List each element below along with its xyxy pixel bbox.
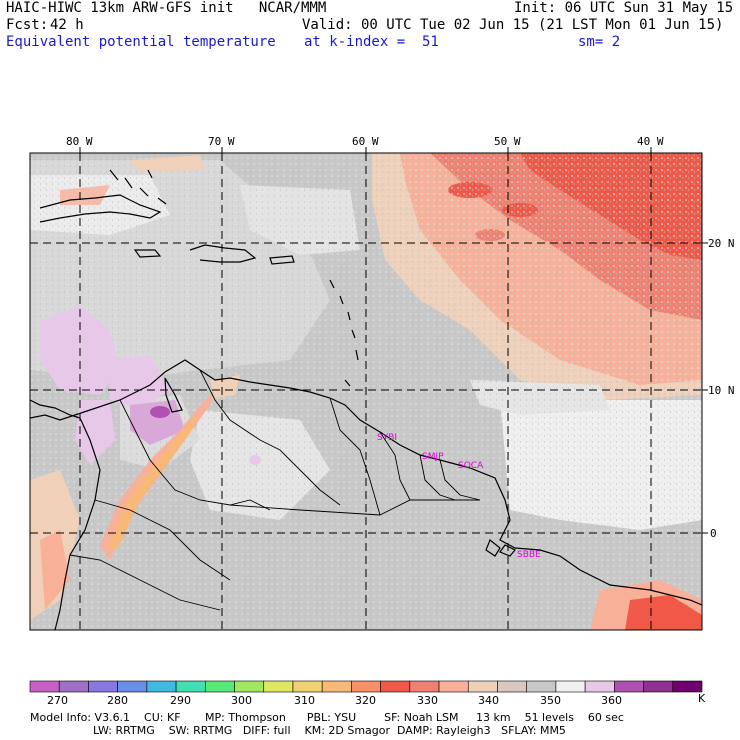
colorbar-swatch [380,680,411,693]
lon-label-60w: 60 W [352,135,379,148]
axis-ticks [79,147,708,534]
colorbar-tick: 280 [107,694,128,707]
lat-label-eq: 0 [710,527,717,540]
colorbar-tick: 330 [417,694,438,707]
colorbar-swatch [88,680,118,693]
lat-label-10n: 10 N [708,384,735,397]
graticule [30,153,702,630]
colorbar [29,680,703,693]
colorbar-swatch [175,680,206,693]
forecast-hour: 42 h [50,17,84,33]
model-info-line2: LW: RRTMG SW: RRTMG DIFF: full KM: 2D Sm… [30,724,566,737]
colorbar-unit: K [698,692,706,705]
lon-label-70w: 70 W [208,135,235,148]
colorbar-swatch [497,680,528,693]
colorbar-tick: 290 [170,694,191,707]
colorbar-swatch [29,680,60,693]
model-info-line1: Model Info: V3.6.1 CU: KF MP: Thompson P… [30,711,624,724]
colorbar-swatch [584,680,615,693]
colorbar-swatch [205,680,235,693]
colorbar-tick: 360 [601,694,622,707]
field-name: Equivalent potential temperature [6,34,276,50]
colorbar-swatch [409,680,440,693]
station-soca: SOCA [458,461,484,471]
colorbar-swatch [263,680,294,693]
station-sybi: SYBI [377,433,397,443]
lon-label-40w: 40 W [637,135,664,148]
colorbar-swatch [234,680,265,693]
init-time: Init: 06 UTC Sun 31 May 15 [514,0,734,16]
colorbar-swatch [351,680,381,693]
colorbar-swatch [672,680,703,693]
colorbar-swatch [292,680,323,693]
country-borders [69,369,481,611]
colorbar-tick: 300 [231,694,252,707]
colorbar-swatch [438,680,469,693]
colorbar-swatch [117,680,148,693]
colorbar-tick: 270 [47,694,68,707]
colorbar-tick: 350 [540,694,561,707]
colorbar-swatch [555,680,586,693]
lon-label-50w: 50 W [494,135,521,148]
colorbar-swatch [614,680,644,693]
valid-time: Valid: 00 UTC Tue 02 Jun 15 (21 LST Mon … [302,17,724,33]
station-sbbe: SBBE [517,550,541,560]
coastlines [30,169,702,630]
colorbar-tick: 310 [294,694,315,707]
level-info: at k-index = 51 [304,34,439,50]
colorbar-tick: 340 [478,694,499,707]
colorbar-swatch [146,680,177,693]
colorbar-swatch [643,680,674,693]
colorbar-swatch [526,680,557,693]
theta-e-field [30,153,702,630]
model-title: HAIC-HIWC 13km ARW-GFS init NCAR/MMM [6,0,327,16]
station-smjp: SMJP [422,452,444,462]
smoothing-info: sm= 2 [578,34,621,50]
colorbar-swatch [321,680,352,693]
forecast-label: Fcst: [6,17,49,33]
colorbar-swatch [58,680,89,693]
colorbar-swatch [467,680,498,693]
lon-label-80w: 80 W [66,135,93,148]
colorbar-tick: 320 [355,694,376,707]
lat-label-20n: 20 N [708,237,735,250]
